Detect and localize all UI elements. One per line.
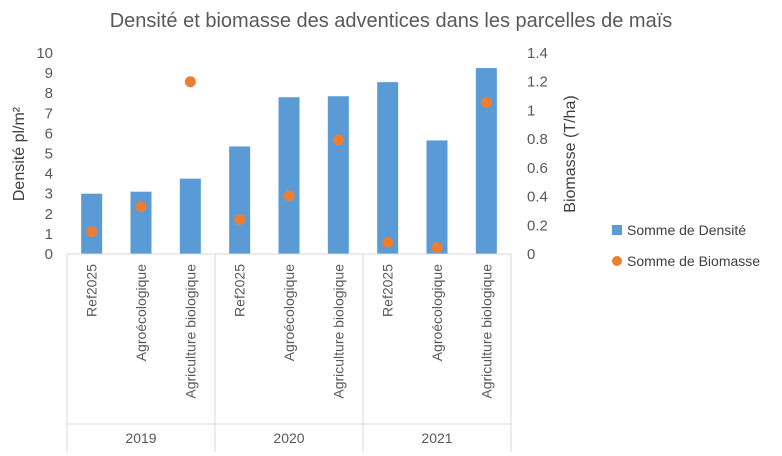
right-tick-label: 1.4 xyxy=(527,45,548,62)
category-label: Ref2025 xyxy=(232,264,248,317)
right-tick-label: 1 xyxy=(527,102,535,119)
category-label: Agroécologique xyxy=(281,264,297,362)
density-bar xyxy=(179,178,201,254)
density-bar xyxy=(475,68,497,254)
right-tick-label: 0 xyxy=(527,246,535,263)
biomass-point xyxy=(382,237,394,249)
biomass-point xyxy=(480,97,492,109)
right-axis-ticks: 0 0.2 0.4 0.6 0.8 1 1.2 1.4 xyxy=(527,45,548,263)
chart-title: Densité et biomasse des adventices dans … xyxy=(110,10,673,32)
category-label: Ref2025 xyxy=(380,264,396,317)
category-label: Agriculture biologique xyxy=(478,264,494,399)
density-bar xyxy=(377,82,399,255)
biomass-point xyxy=(234,214,246,226)
left-tick-label: 5 xyxy=(45,146,53,163)
left-tick-label: 4 xyxy=(45,166,53,183)
left-tick-label: 10 xyxy=(36,45,53,62)
left-tick-label: 8 xyxy=(45,85,53,102)
right-tick-label: 1.2 xyxy=(527,74,548,91)
category-label: Agriculture biologique xyxy=(330,264,346,399)
biomass-point xyxy=(431,242,443,254)
category-axis: Ref2025 Agroécologique Agriculture biologi… xyxy=(66,254,512,452)
density-bar xyxy=(229,146,251,254)
left-tick-label: 3 xyxy=(45,186,53,203)
group-label: 2019 xyxy=(125,430,156,446)
legend: Somme de Densité Somme de Biomasse xyxy=(612,222,760,269)
right-tick-label: 0.8 xyxy=(527,131,548,148)
left-tick-label: 7 xyxy=(45,105,53,122)
group-label: 2020 xyxy=(273,430,304,446)
category-label: Ref2025 xyxy=(84,264,100,317)
biomass-point xyxy=(283,190,295,202)
biomass-point xyxy=(332,134,344,146)
bar-series xyxy=(81,68,497,255)
density-bar xyxy=(327,96,349,254)
category-label: Agroécologique xyxy=(133,264,149,362)
legend-label-density: Somme de Densité xyxy=(627,222,746,238)
left-tick-label: 0 xyxy=(45,246,53,263)
left-tick-label: 1 xyxy=(45,226,53,243)
biomass-point xyxy=(135,201,147,213)
legend-swatch-density xyxy=(612,225,622,235)
biomass-point xyxy=(184,76,196,88)
density-bar xyxy=(81,193,103,254)
density-bar xyxy=(130,191,152,254)
right-tick-label: 0.4 xyxy=(527,189,548,206)
density-bar xyxy=(278,97,300,254)
legend-marker-biomass xyxy=(612,256,622,266)
left-tick-label: 2 xyxy=(45,206,53,223)
left-axis-ticks: 0 1 2 3 4 5 6 7 8 9 10 xyxy=(36,45,53,263)
left-axis-title: Densité pl/m² xyxy=(11,106,28,201)
biomass-point xyxy=(86,226,98,238)
legend-label-biomass: Somme de Biomasse xyxy=(627,253,760,269)
right-tick-label: 0.2 xyxy=(527,217,548,234)
category-label: Agroécologique xyxy=(429,264,445,362)
group-label: 2021 xyxy=(421,430,452,446)
scatter-series xyxy=(86,76,492,254)
left-tick-label: 6 xyxy=(45,125,53,142)
left-tick-label: 9 xyxy=(45,65,53,82)
right-axis-title: Biomasse (T/ha) xyxy=(562,95,579,212)
density-bar xyxy=(426,140,448,254)
category-label: Agriculture biologique xyxy=(182,264,198,399)
right-tick-label: 0.6 xyxy=(527,160,548,177)
